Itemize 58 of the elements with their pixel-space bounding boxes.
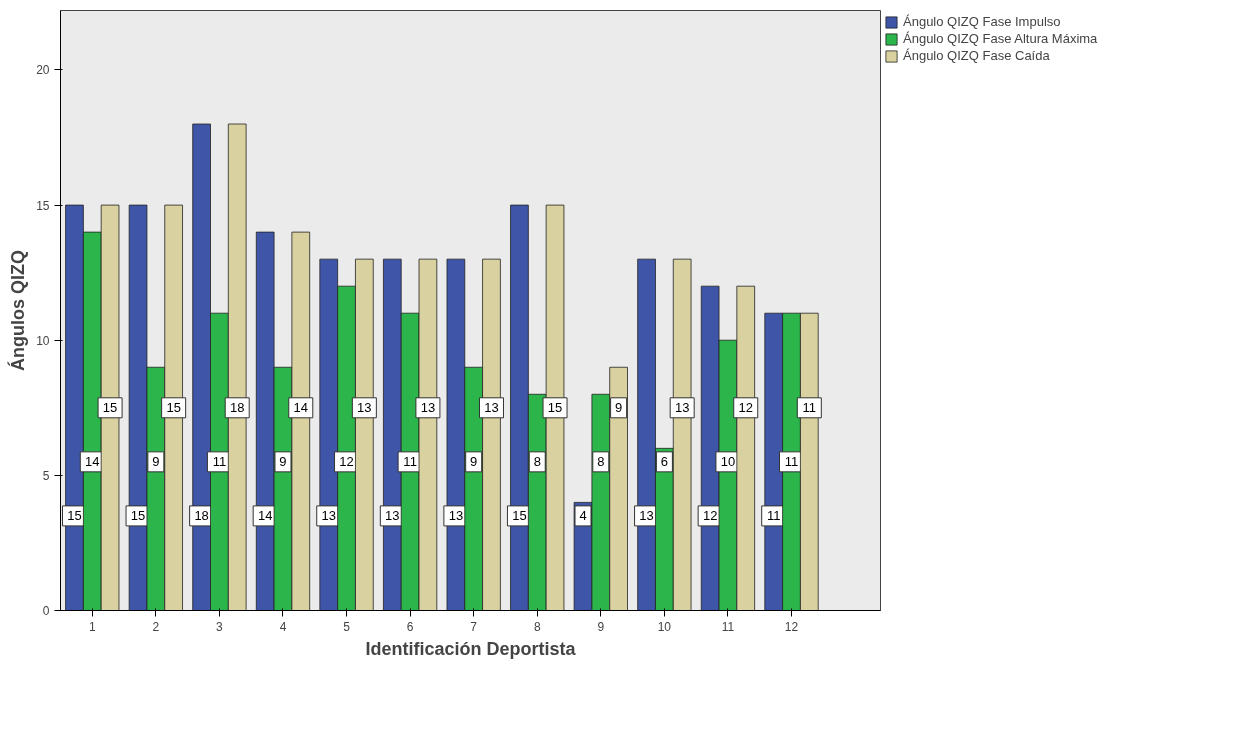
data-label: 18 <box>229 400 245 416</box>
data-label: 18 <box>194 508 209 524</box>
data-label: 9 <box>470 454 478 470</box>
data-label: 14 <box>257 508 273 524</box>
data-label: 9 <box>152 454 160 470</box>
data-label: 13 <box>385 508 400 524</box>
x-tick-label: 7 <box>470 619 478 634</box>
y-tick-label: 15 <box>36 198 50 213</box>
data-label: 6 <box>660 454 668 470</box>
data-label: 11 <box>212 454 227 470</box>
x-tick-label: 12 <box>784 619 799 634</box>
legend-label: Ángulo QIZQ Fase Caída <box>903 48 1050 63</box>
y-tick-label: 5 <box>42 468 50 483</box>
y-tick-label: 0 <box>42 604 50 618</box>
x-tick-label: 5 <box>343 619 351 634</box>
data-label: 9 <box>279 454 287 470</box>
data-label: 4 <box>579 508 587 524</box>
data-label: 13 <box>448 508 464 524</box>
x-axis-title: Identificación Deportista <box>365 638 577 659</box>
data-label: 13 <box>639 508 654 524</box>
data-label: 15 <box>67 508 82 524</box>
y-tick-label: 20 <box>36 63 50 78</box>
data-label: 14 <box>85 454 100 470</box>
data-label: 13 <box>321 508 336 524</box>
x-tick-label: 1 <box>88 619 96 634</box>
x-tick-label: 8 <box>533 619 541 634</box>
legend-label: Ángulo QIZQ Fase Altura Máxima <box>903 31 1098 46</box>
data-label: 15 <box>166 400 181 416</box>
data-label: 12 <box>702 508 718 524</box>
data-label: 15 <box>512 508 527 524</box>
x-tick-label: 9 <box>597 619 605 634</box>
x-tick-label: 4 <box>279 619 287 634</box>
data-label: 11 <box>802 400 817 416</box>
y-axis-title: Ángulos QIZQ <box>7 250 29 371</box>
legend-label: Ángulo QIZQ Fase Impulso <box>903 14 1061 29</box>
data-label: 13 <box>420 400 436 416</box>
data-label: 8 <box>533 454 541 470</box>
x-tick-label: 6 <box>406 619 414 634</box>
data-label: 13 <box>484 400 499 416</box>
data-label: 15 <box>547 400 563 416</box>
data-label: 15 <box>102 400 118 416</box>
data-label: 11 <box>766 508 781 524</box>
data-label: 11 <box>784 454 799 470</box>
data-label: 11 <box>403 454 417 470</box>
data-label: 14 <box>293 400 309 416</box>
x-tick-label: 2 <box>152 619 160 634</box>
data-label: 12 <box>738 400 753 416</box>
data-label: 8 <box>597 454 605 470</box>
data-label: 15 <box>130 508 146 524</box>
x-tick-label: 10 <box>657 619 672 634</box>
x-tick-label: 3 <box>216 619 224 634</box>
data-label: 13 <box>674 400 690 416</box>
data-label: 10 <box>720 454 736 470</box>
data-label: 9 <box>614 400 623 416</box>
x-tick-label: 11 <box>721 619 735 634</box>
y-tick-label: 10 <box>36 333 50 348</box>
data-label: 12 <box>339 454 354 470</box>
data-label: 13 <box>357 400 372 416</box>
